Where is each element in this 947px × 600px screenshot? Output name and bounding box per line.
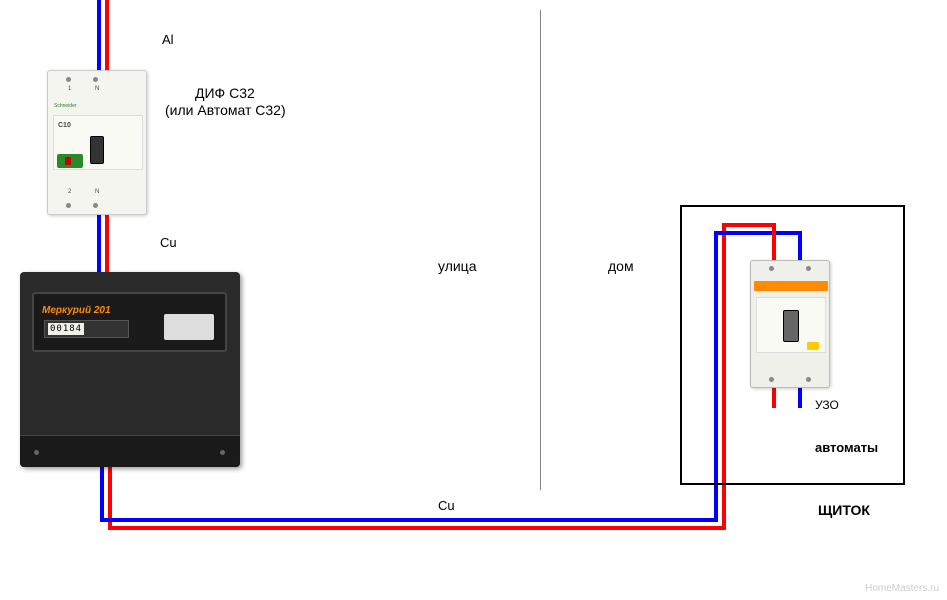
wire-horiz-blue [100,518,718,522]
label-dif-2: (или Автомат С32) [165,102,286,118]
label-automats: автоматы [815,440,878,455]
wire-meter-out-blue [100,465,104,522]
label-al: Al [162,32,174,47]
wire-breaker-meter-blue [97,213,101,275]
label-cu-bottom: Cu [438,498,455,513]
wire-entry-blue [97,0,101,73]
meter-reading: 00184 [48,323,84,335]
label-dif-1: ДИФ С32 [195,85,255,101]
rcd-device [750,260,830,388]
meter-brand: Меркурий 201 [42,305,111,316]
label-rcd: УЗО [815,398,839,412]
dif-breaker: 1 N Schneider C10 2 N [47,70,147,215]
label-outside: улица [438,258,477,274]
electric-meter: Меркурий 201 00184 [20,272,240,467]
breaker-brand: Schneider [54,103,77,109]
watermark: HomeMasters.ru [865,583,939,594]
wire-breaker-meter-red [105,213,109,275]
label-panel: ЩИТОК [818,502,870,518]
wire-entry-red [105,0,109,73]
label-cu-top: Cu [160,235,177,250]
wire-horiz-red [108,526,726,530]
room-divider [540,10,541,490]
label-inside: дом [608,258,634,274]
breaker-rating: C10 [58,122,71,129]
